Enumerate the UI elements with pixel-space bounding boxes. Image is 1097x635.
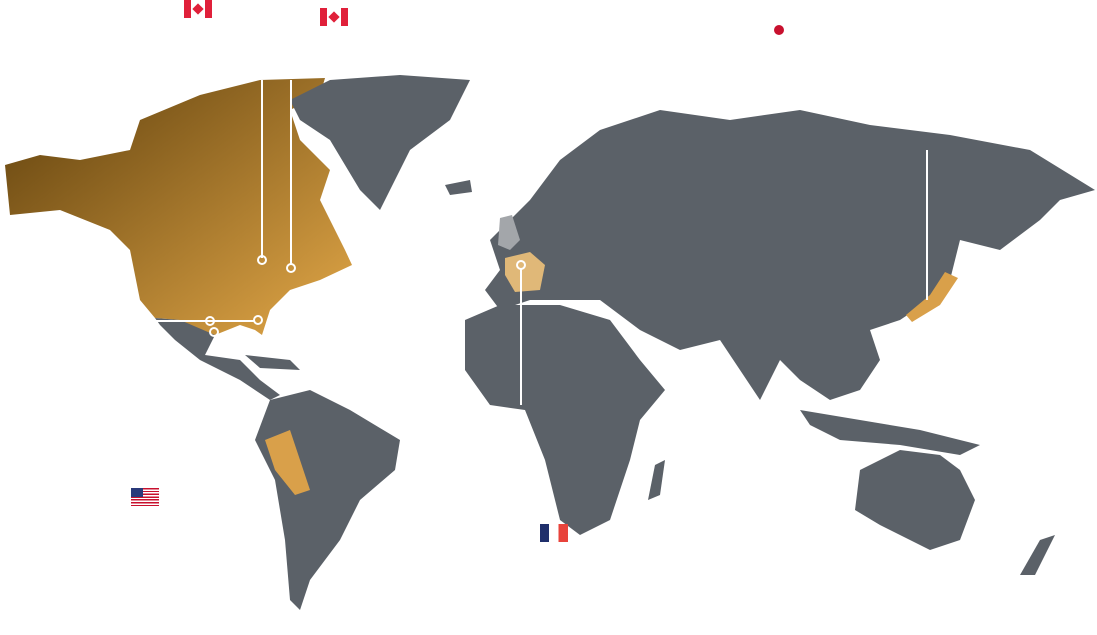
canada-flag-icon <box>320 8 348 26</box>
region-iceland <box>445 180 472 195</box>
region-central-america <box>155 318 280 400</box>
canada-flag-icon <box>184 0 212 18</box>
region-africa <box>465 305 665 535</box>
usa-flag-icon <box>131 488 159 506</box>
region-australia <box>855 450 975 550</box>
marker-dallas[interactable] <box>205 316 215 326</box>
marker-paris[interactable] <box>516 260 526 270</box>
region-madagascar <box>648 460 665 500</box>
region-eurasia <box>485 110 1095 400</box>
marker-toronto[interactable] <box>257 255 267 265</box>
region-new-zealand <box>1020 535 1055 575</box>
region-greenland <box>290 75 470 210</box>
region-indonesia <box>800 410 980 455</box>
region-north-america[interactable] <box>5 78 352 335</box>
region-peru[interactable] <box>265 430 310 495</box>
marker-montreal[interactable] <box>286 263 296 273</box>
location-markers <box>150 80 928 405</box>
marker-atlanta[interactable] <box>253 315 263 325</box>
marker-houston[interactable] <box>209 327 219 337</box>
region-france[interactable] <box>505 252 545 292</box>
region-uk <box>498 215 520 250</box>
france-flag-icon <box>540 524 568 542</box>
region-south-america <box>255 390 400 610</box>
japan-flag-icon <box>765 21 793 39</box>
region-caribbean <box>245 355 300 370</box>
region-japan[interactable] <box>906 272 958 322</box>
